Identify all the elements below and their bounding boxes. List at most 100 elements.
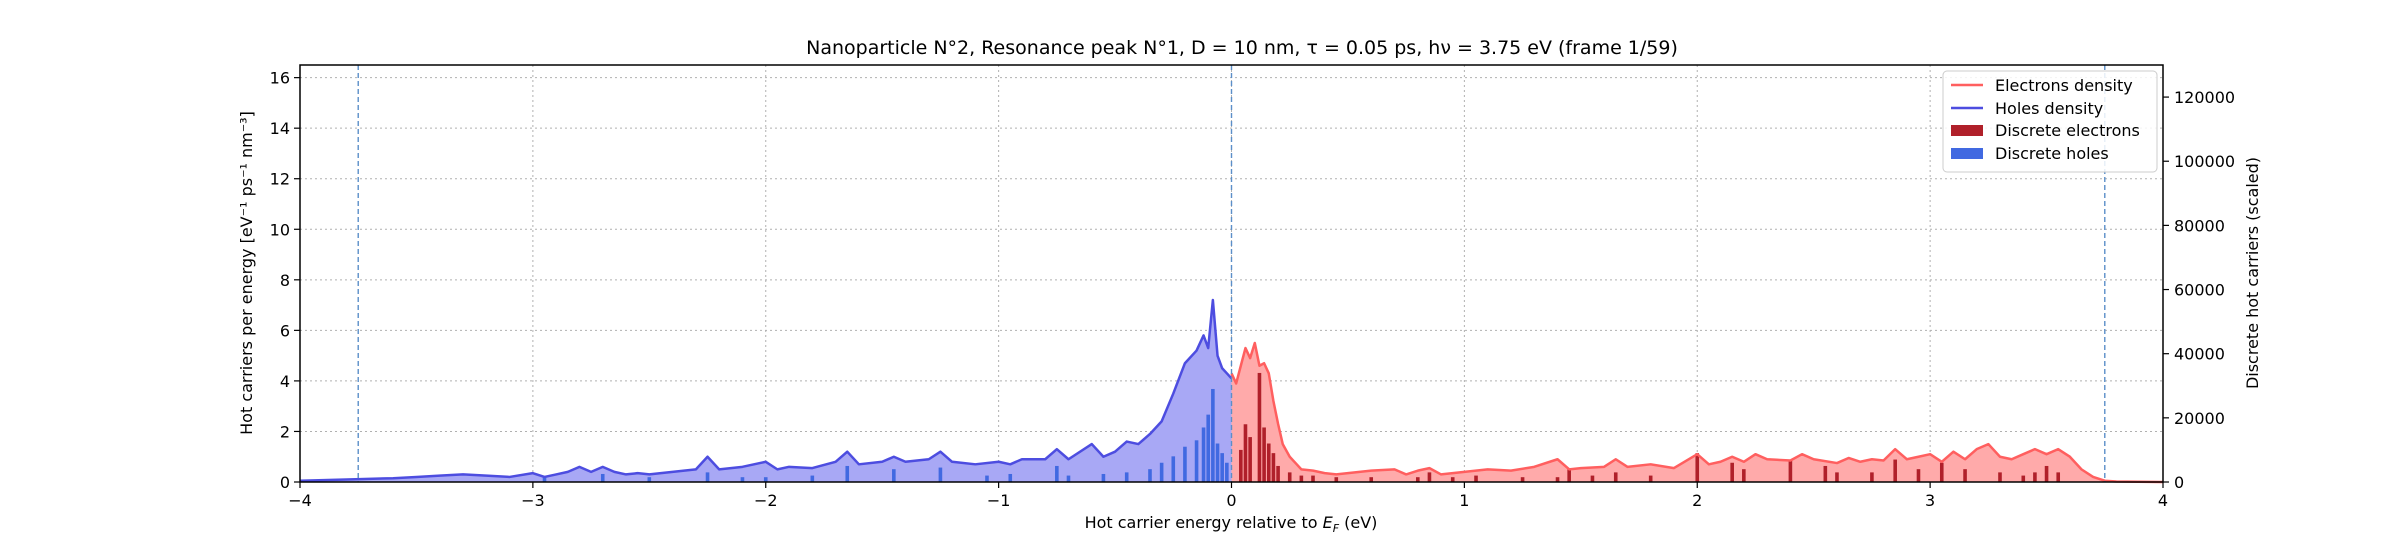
discrete-electrons-bar — [1893, 459, 1897, 482]
discrete-electrons-bar — [1730, 462, 1734, 482]
y-tick-label: 6 — [280, 321, 290, 340]
discrete-electrons-bar — [2033, 472, 2037, 482]
holes-density-fill — [300, 300, 1232, 482]
discrete-electrons-bar — [1823, 465, 1828, 482]
discrete-electrons-bar — [1299, 475, 1304, 482]
legend-marker-discrete-holes — [1951, 148, 1983, 159]
discrete-electrons-bar — [1334, 477, 1339, 482]
x-tick-label: 2 — [1692, 491, 1702, 510]
discrete-holes-bar — [1201, 427, 1206, 482]
discrete-holes-bar — [1008, 473, 1013, 482]
x-tick-label: −2 — [754, 491, 778, 510]
discrete-electrons-bar — [1555, 477, 1560, 482]
y-right-axis-label: Discrete hot carriers (scaled) — [2243, 157, 2262, 389]
y-tick-label: 14 — [270, 119, 290, 138]
discrete-holes-bar — [1194, 440, 1199, 482]
discrete-holes-bar — [1159, 462, 1164, 482]
discrete-holes-bar — [1101, 473, 1106, 482]
discrete-electrons-bar — [1648, 475, 1653, 482]
discrete-electrons-bar — [1939, 462, 1944, 482]
discrete-electrons-bar — [1276, 465, 1280, 482]
discrete-electrons-bar — [1311, 475, 1315, 482]
y-axis-label: Hot carriers per energy [eV⁻¹ ps⁻¹ nm⁻³] — [237, 111, 256, 435]
y-right-tick-label: 40000 — [2174, 345, 2225, 364]
discrete-electrons-bar — [1870, 472, 1874, 482]
discrete-electrons-bar — [1916, 469, 1921, 482]
discrete-holes-bar — [1220, 453, 1224, 482]
discrete-holes-bar — [938, 467, 943, 482]
discrete-electrons-bar — [1287, 472, 1292, 482]
legend-label-discrete-holes: Discrete holes — [1995, 144, 2109, 163]
discrete-electrons-bar — [1613, 472, 1618, 482]
vline-layer — [357, 65, 2106, 482]
legend-marker-discrete-electrons — [1951, 125, 1983, 136]
discrete-electrons-bar — [1788, 459, 1793, 482]
discrete-electrons-bar — [1239, 449, 1243, 482]
y-right-tick-label: 120000 — [2174, 88, 2235, 107]
discrete-holes-bar — [1215, 443, 1220, 482]
discrete-electrons-bar — [1450, 477, 1455, 482]
x-tick-label: 1 — [1459, 491, 1469, 510]
discrete-electrons-bar — [1257, 372, 1262, 482]
discrete-electrons-bar — [1998, 472, 2002, 482]
discrete-electrons-bar — [1416, 477, 1420, 482]
discrete-electrons-bar — [1590, 475, 1595, 482]
discrete-electrons-bar — [1835, 472, 1839, 482]
legend-label-discrete-electrons: Discrete electrons — [1995, 121, 2140, 140]
y-tick-label: 16 — [270, 69, 290, 88]
discrete-holes-bar — [705, 472, 710, 482]
x-tick-label: −4 — [288, 491, 312, 510]
discrete-electrons-bar — [1271, 453, 1276, 482]
discrete-holes-bar — [542, 477, 547, 482]
discrete-electrons-bar — [1567, 469, 1571, 482]
x-tick-label: 0 — [1226, 491, 1236, 510]
legend-box — [1942, 70, 2158, 173]
discrete-holes-bar — [1183, 446, 1187, 482]
chart-title: Nanoparticle N°2, Resonance peak N°1, D … — [806, 37, 1678, 59]
bar-layer — [542, 372, 2061, 482]
y-right-tick-label: 60000 — [2174, 281, 2225, 300]
y-right-tick-label: 100000 — [2174, 152, 2235, 171]
x-tick-label: 4 — [2158, 491, 2168, 510]
discrete-holes-bar — [763, 477, 768, 482]
discrete-holes-bar — [740, 477, 745, 482]
discrete-holes-bar — [1124, 472, 1129, 482]
discrete-holes-bar — [810, 475, 815, 482]
legend-label-electrons-density: Electrons density — [1995, 76, 2133, 95]
holes-density-line — [299, 298, 1233, 482]
discrete-holes-bar — [1206, 414, 1211, 482]
discrete-electrons-bar — [1369, 477, 1374, 482]
discrete-electrons-bar — [1963, 469, 1967, 482]
y-right-tick-label: 0 — [2174, 473, 2184, 492]
y-tick-label: 8 — [280, 271, 290, 290]
x-tick-label: −1 — [987, 491, 1011, 510]
discrete-holes-bar — [1211, 388, 1215, 482]
x-axis-ticks: −4 −3 −2 −1 0 1 2 3 4 — [288, 482, 2168, 510]
discrete-electrons-bar — [1266, 443, 1271, 482]
x-tick-label: −3 — [521, 491, 545, 510]
discrete-electrons-bar — [1742, 469, 1746, 482]
y-right-tick-label: 20000 — [2174, 409, 2225, 428]
electrons-density-line — [1230, 341, 2164, 484]
discrete-holes-bar — [1148, 469, 1152, 482]
discrete-electrons-bar — [1243, 424, 1248, 482]
discrete-electrons-bar — [2021, 475, 2026, 482]
legend-label-holes-density: Holes density — [1995, 99, 2103, 118]
y-axis-ticks: 0 2 4 6 8 10 12 14 16 — [270, 69, 300, 492]
discrete-holes-bar — [600, 473, 605, 482]
x-tick-label: 3 — [1925, 491, 1935, 510]
discrete-holes-bar — [647, 477, 652, 482]
discrete-electrons-bar — [1474, 475, 1478, 482]
discrete-electrons-bar — [1695, 453, 1700, 482]
y-right-tick-label: 80000 — [2174, 216, 2225, 235]
discrete-electrons-bar — [1520, 477, 1525, 482]
y-tick-label: 10 — [270, 220, 290, 239]
discrete-electrons-bar — [2044, 465, 2049, 482]
legend: Electrons density Holes density Discrete… — [1942, 70, 2158, 173]
discrete-holes-bar — [985, 475, 989, 482]
discrete-electrons-bar — [1248, 437, 1252, 482]
y-tick-label: 4 — [280, 372, 290, 391]
x-axis-label: Hot carrier energy relative to EF (eV) — [1085, 513, 1378, 535]
discrete-electrons-bar — [2056, 472, 2061, 482]
